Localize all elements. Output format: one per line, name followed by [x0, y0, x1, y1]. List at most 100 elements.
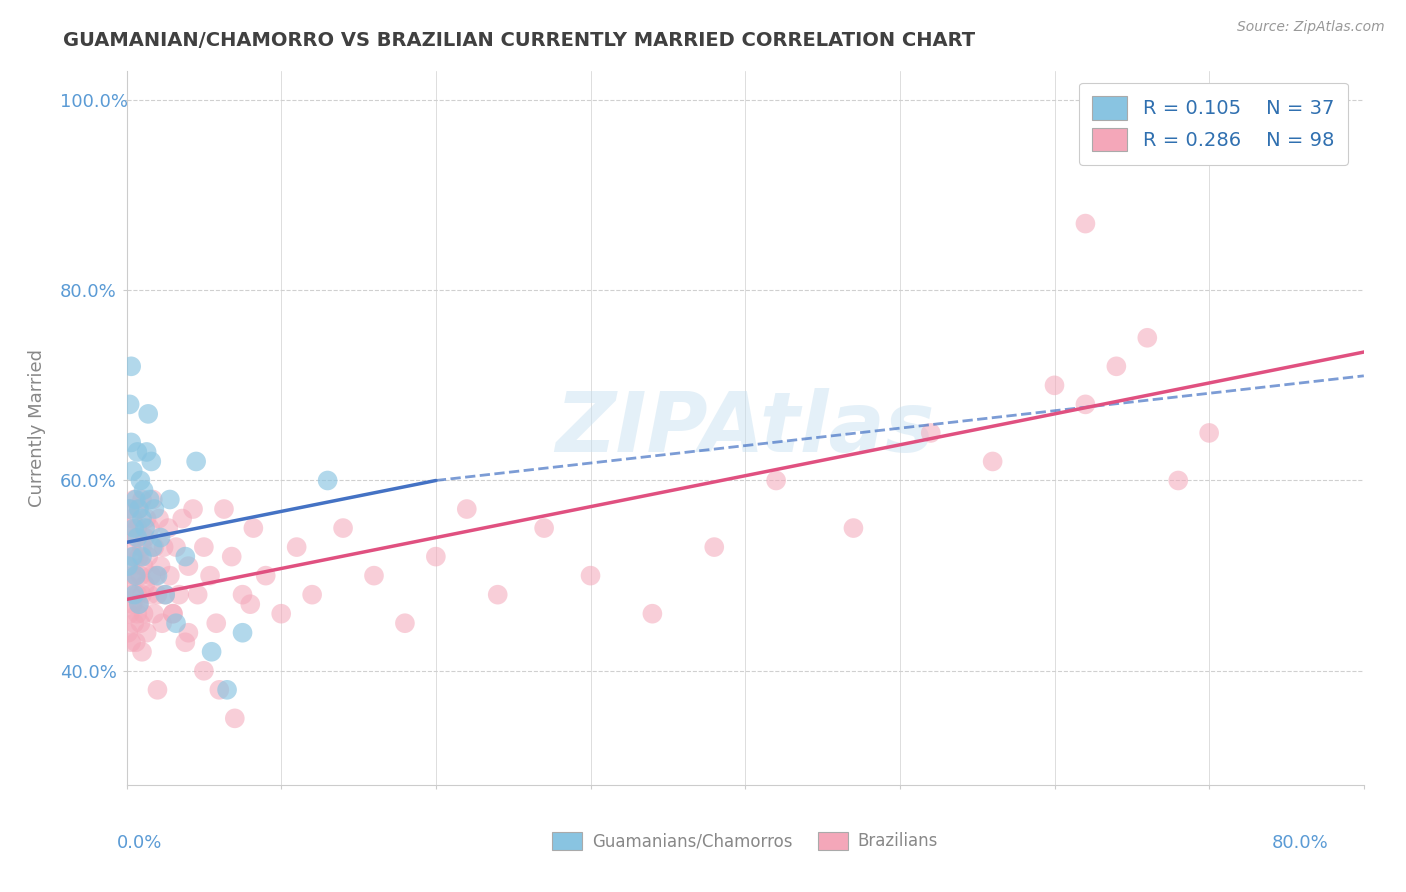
Point: [143, 607, 166, 621]
Point: [132, 559, 155, 574]
Point: [146, 682, 169, 697]
Point: [316, 474, 339, 488]
Point: [142, 492, 165, 507]
Point: [134, 521, 156, 535]
Point: [201, 645, 224, 659]
Point: [118, 607, 141, 621]
Point: [159, 568, 181, 582]
Point: [142, 540, 165, 554]
Point: [120, 435, 142, 450]
Point: [1074, 217, 1097, 231]
Point: [127, 521, 149, 535]
Point: [239, 597, 262, 611]
Point: [118, 559, 141, 574]
Point: [231, 625, 253, 640]
Point: [703, 540, 725, 554]
Point: [765, 474, 787, 488]
Point: [172, 511, 194, 525]
Point: [920, 425, 942, 440]
Point: [120, 588, 142, 602]
Point: [121, 464, 143, 478]
Point: [128, 549, 150, 564]
Point: [128, 597, 150, 611]
Point: [131, 540, 153, 554]
Point: [125, 531, 148, 545]
Point: [121, 568, 143, 582]
Point: [124, 492, 146, 507]
Point: [193, 540, 215, 554]
Point: [117, 578, 139, 592]
Point: [425, 549, 447, 564]
Point: [221, 549, 243, 564]
Point: [125, 568, 148, 582]
Point: [138, 492, 160, 507]
Point: [124, 588, 146, 602]
Point: [125, 492, 148, 507]
Point: [124, 549, 146, 564]
Point: [131, 492, 153, 507]
Point: [118, 397, 141, 411]
Point: [174, 635, 197, 649]
Point: [138, 521, 160, 535]
Point: [332, 521, 354, 535]
Text: ZIPAtlas: ZIPAtlas: [555, 388, 935, 468]
Point: [135, 445, 157, 459]
Point: [363, 568, 385, 582]
Point: [149, 531, 172, 545]
Point: [150, 616, 173, 631]
Point: [486, 588, 509, 602]
Point: [127, 588, 149, 602]
Point: [641, 607, 664, 621]
Point: [1043, 378, 1066, 392]
Point: [134, 578, 156, 592]
Point: [1074, 397, 1097, 411]
Point: [198, 568, 221, 582]
Point: [117, 521, 139, 535]
Point: [224, 711, 246, 725]
Point: [134, 531, 156, 545]
Point: [167, 588, 190, 602]
Point: [132, 607, 155, 621]
Point: [129, 568, 152, 582]
Text: 0.0%: 0.0%: [117, 834, 162, 852]
Y-axis label: Currently Married: Currently Married: [28, 349, 46, 508]
Point: [149, 559, 172, 574]
Point: [187, 588, 209, 602]
Point: [153, 588, 177, 602]
Point: [127, 445, 149, 459]
Point: [181, 502, 204, 516]
Text: Source: ZipAtlas.com: Source: ZipAtlas.com: [1237, 20, 1385, 34]
Point: [193, 664, 215, 678]
Point: [301, 588, 323, 602]
Point: [208, 682, 231, 697]
Point: [117, 625, 139, 640]
Point: [159, 492, 181, 507]
Point: [285, 540, 308, 554]
Point: [127, 607, 149, 621]
Point: [128, 502, 150, 516]
Point: [136, 407, 159, 421]
Point: [152, 540, 174, 554]
Point: [205, 616, 228, 631]
Point: [162, 607, 184, 621]
Point: [120, 359, 142, 374]
Point: [118, 502, 141, 516]
Point: [174, 549, 197, 564]
Point: [153, 588, 177, 602]
Point: [231, 588, 253, 602]
Point: [1105, 359, 1128, 374]
Point: [254, 568, 277, 582]
Point: [120, 540, 142, 554]
Point: [165, 540, 187, 554]
Point: [145, 568, 167, 582]
Point: [177, 559, 200, 574]
Point: [124, 616, 146, 631]
Point: [186, 454, 208, 468]
Point: [124, 521, 146, 535]
Point: [135, 625, 157, 640]
Point: [136, 549, 159, 564]
Point: [1136, 331, 1159, 345]
Point: [120, 635, 142, 649]
Point: [146, 568, 169, 582]
Point: [128, 597, 150, 611]
